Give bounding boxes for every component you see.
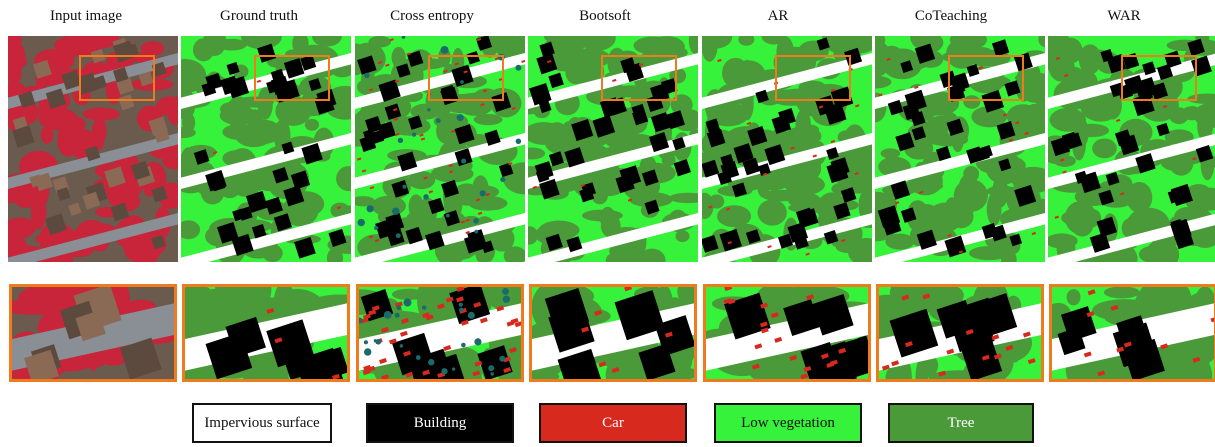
- crop-war: [1049, 284, 1215, 382]
- column-title-bootsoft: Bootsoft: [579, 8, 631, 24]
- crop-ce: [356, 284, 524, 382]
- panel-cot: [875, 36, 1045, 262]
- column-title-coteaching: CoTeaching: [914, 8, 988, 24]
- crop-boot: [529, 284, 697, 382]
- legend-building: Building: [366, 403, 514, 443]
- crop-gt: [182, 284, 350, 382]
- column-title-ar: AR: [767, 8, 789, 24]
- crop-input: [9, 284, 177, 382]
- legend-label: Low vegetation: [741, 414, 835, 431]
- column-title-cross-entropy: Cross entropy: [390, 8, 474, 24]
- legend-label: Impervious surface: [204, 414, 320, 431]
- legend-label: Building: [413, 414, 467, 431]
- legend-label: Car: [602, 414, 624, 431]
- column-title-input: Input image: [49, 8, 123, 24]
- column-title-ground-truth: Ground truth: [220, 8, 298, 24]
- panel-ce: [355, 36, 525, 262]
- legend-impervious-surface: Impervious surface: [192, 403, 332, 443]
- crop-ar: [703, 284, 871, 382]
- legend-tree: Tree: [888, 403, 1034, 443]
- panel-war: [1048, 36, 1215, 262]
- panel-input: [8, 36, 178, 262]
- column-title-war: WAR: [1107, 8, 1141, 24]
- panel-gt: [181, 36, 351, 262]
- panel-ar: [702, 36, 872, 262]
- legend-label: Tree: [947, 414, 975, 431]
- legend-car: Car: [539, 403, 687, 443]
- panel-boot: [528, 36, 698, 262]
- legend-low-vegetation: Low vegetation: [714, 403, 862, 443]
- crop-cot: [876, 284, 1044, 382]
